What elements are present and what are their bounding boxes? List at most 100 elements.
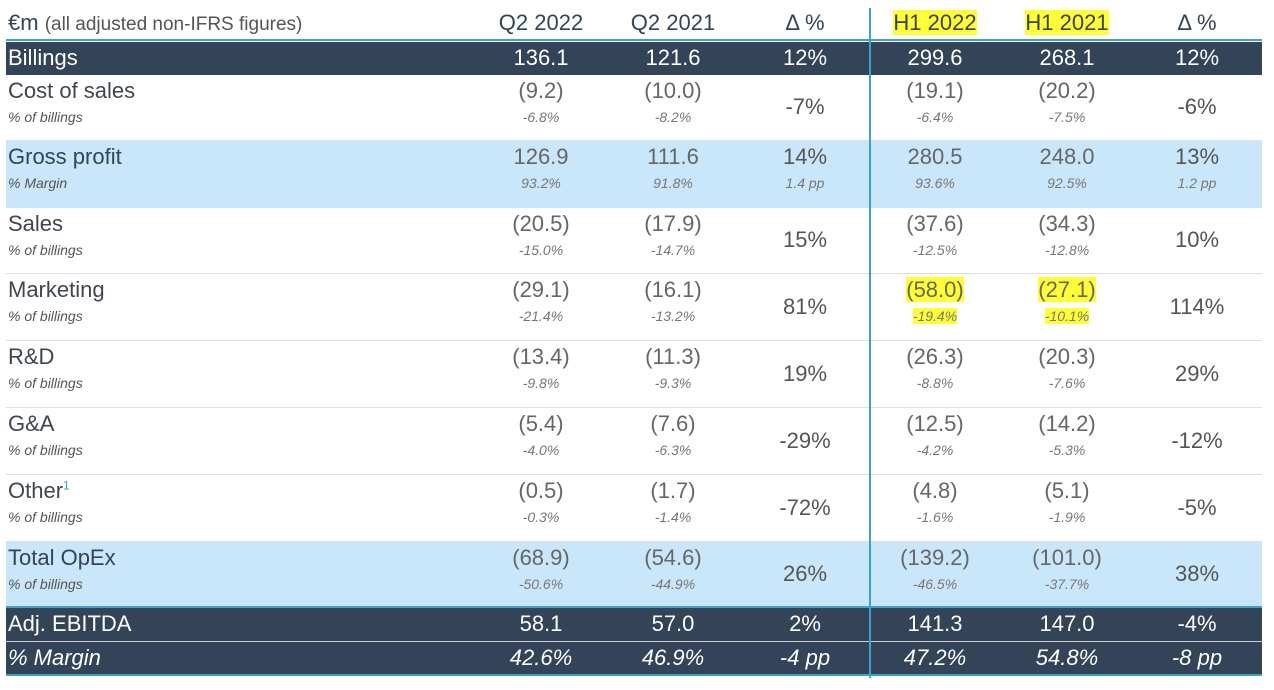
row-sublabel: % Margin xyxy=(8,175,68,191)
percent-text: -15.0% xyxy=(518,242,564,258)
percent-value: -14.7% xyxy=(608,242,738,258)
delta-value: -6% xyxy=(1132,94,1262,120)
value-cell: (20.2) xyxy=(1002,78,1132,104)
delta-value: 19% xyxy=(740,361,870,387)
value-cell: (11.3) xyxy=(608,344,738,370)
value-text: (20.5) xyxy=(512,211,570,236)
percent-text: -7.5% xyxy=(1048,109,1086,125)
value-text: (29.1) xyxy=(512,277,570,302)
value-cell: 280.5 xyxy=(870,144,1000,170)
delta-value: 14% xyxy=(740,144,870,170)
delta-value: -4% xyxy=(1132,611,1262,637)
percent-value: -4.2% xyxy=(870,442,1000,458)
percent-value: 93.6% xyxy=(870,175,1000,191)
row-label: Other1 xyxy=(8,478,70,503)
row-sublabel: % of billings xyxy=(8,442,83,458)
row-label: Marketing xyxy=(8,277,105,302)
value-text: 12% xyxy=(1174,45,1220,70)
percent-value: -8.8% xyxy=(870,375,1000,391)
value-text: 26% xyxy=(782,561,828,586)
value-cell: (58.0) xyxy=(870,277,1000,303)
percent-text: -1.9% xyxy=(1048,509,1086,525)
value-text: 268.1 xyxy=(1039,45,1095,70)
col-header-q2-2022: Q2 2022 xyxy=(498,10,584,35)
value-text: (0.5) xyxy=(518,478,564,503)
value-text: 141.3 xyxy=(907,611,963,636)
percent-text: -37.7% xyxy=(1044,576,1090,592)
row-sublabel: % of billings xyxy=(8,308,83,324)
percent-value: -10.1% xyxy=(1002,308,1132,324)
percent-value: -9.3% xyxy=(608,375,738,391)
value-text: (10.0) xyxy=(644,78,702,103)
delta-value: 15% xyxy=(740,227,870,253)
percent-text: -21.4% xyxy=(518,308,564,324)
value-cell: (34.3) xyxy=(1002,211,1132,237)
percent-value: -19.4% xyxy=(870,308,1000,324)
percent-value: 92.5% xyxy=(1002,175,1132,191)
percent-value: -5.3% xyxy=(1002,442,1132,458)
delta-value: 38% xyxy=(1132,561,1262,587)
percent-value: -1.9% xyxy=(1002,509,1132,525)
percent-text: -8.8% xyxy=(916,375,954,391)
value-text: 299.6 xyxy=(907,45,963,70)
value-text: 19% xyxy=(782,360,828,386)
value-cell: 126.9 xyxy=(476,144,606,170)
value-cell: (27.1) xyxy=(1002,277,1132,303)
percent-text: -7.6% xyxy=(1048,375,1086,391)
value-text: 280.5 xyxy=(907,144,963,169)
value-cell: (37.6) xyxy=(870,211,1000,237)
value-text: -4 pp xyxy=(779,645,831,670)
value-text: 248.0 xyxy=(1039,144,1095,169)
value-text: (4.8) xyxy=(912,478,958,503)
percent-text: -10.1% xyxy=(1044,308,1090,324)
delta-value: -4 pp xyxy=(740,645,870,671)
row-label: G&A xyxy=(8,411,55,436)
value-text: (58.0) xyxy=(906,277,964,302)
table-row: Adj. EBITDA 58.1 57.0 2% 141.3 147.0 -4% xyxy=(6,608,1262,642)
value-cell: (54.6) xyxy=(608,545,738,571)
delta-value: 12% xyxy=(1132,45,1262,71)
value-text: (19.1) xyxy=(906,78,964,103)
value-cell: (1.7) xyxy=(608,478,738,504)
table-row: Other1 % of billings (0.5) -0.3% (1.7) -1.4% -… xyxy=(6,475,1262,542)
table-row: Sales % of billings (20.5) -15.0% (17.9) -14.… xyxy=(6,208,1262,274)
value-cell: 141.3 xyxy=(870,611,1000,637)
value-text: (7.6) xyxy=(650,411,696,436)
delta-value: 13% xyxy=(1132,144,1262,170)
percent-value: -1.6% xyxy=(870,509,1000,525)
value-text: 114% xyxy=(1169,293,1225,319)
delta-value: 12% xyxy=(740,45,870,71)
value-cell: (9.2) xyxy=(476,78,606,104)
percent-text: -12.8% xyxy=(1044,242,1090,258)
value-text: 42.6% xyxy=(509,645,573,670)
value-text: (17.9) xyxy=(644,211,702,236)
value-cell: (13.4) xyxy=(476,344,606,370)
value-text: 47.2% xyxy=(903,645,967,670)
value-text: 147.0 xyxy=(1039,611,1095,636)
value-text: 2% xyxy=(789,611,821,636)
delta-value: 114% xyxy=(1132,294,1262,320)
value-text: (20.2) xyxy=(1038,78,1096,103)
row-label: R&D xyxy=(8,344,55,369)
percent-text: -46.5% xyxy=(912,576,958,592)
value-text: 14% xyxy=(782,144,828,169)
row-label: % Margin xyxy=(8,645,101,670)
value-text: (101.0) xyxy=(1032,545,1102,570)
percent-text: -12.5% xyxy=(912,242,958,258)
percent-value: 1.4 pp xyxy=(740,175,870,191)
col-header-h1-2021: H1 2021 xyxy=(1002,10,1132,36)
percent-value: 93.2% xyxy=(476,175,606,191)
percent-text: -5.3% xyxy=(1048,442,1086,458)
row-label: Sales xyxy=(8,211,64,236)
delta-value: -8 pp xyxy=(1132,645,1262,671)
percent-value: -46.5% xyxy=(870,576,1000,592)
row-sublabel: % of billings xyxy=(8,509,83,525)
percent-value: -44.9% xyxy=(608,576,738,592)
row-label: Cost of sales xyxy=(8,78,136,103)
row-label: Adj. EBITDA xyxy=(8,611,132,636)
value-cell: 57.0 xyxy=(608,611,738,637)
value-text: 54.8% xyxy=(1035,645,1099,670)
value-text: 58.1 xyxy=(519,611,563,636)
value-cell: (7.6) xyxy=(608,411,738,437)
value-cell: 46.9% xyxy=(608,645,738,671)
